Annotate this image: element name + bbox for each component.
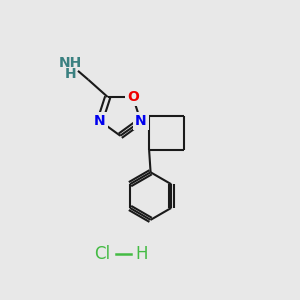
Text: H: H <box>135 245 148 263</box>
Text: O: O <box>127 90 139 104</box>
Text: N: N <box>94 114 106 128</box>
Text: H: H <box>65 67 76 81</box>
Text: Cl: Cl <box>94 245 110 263</box>
Text: N: N <box>135 114 146 128</box>
Text: NH: NH <box>59 56 82 70</box>
